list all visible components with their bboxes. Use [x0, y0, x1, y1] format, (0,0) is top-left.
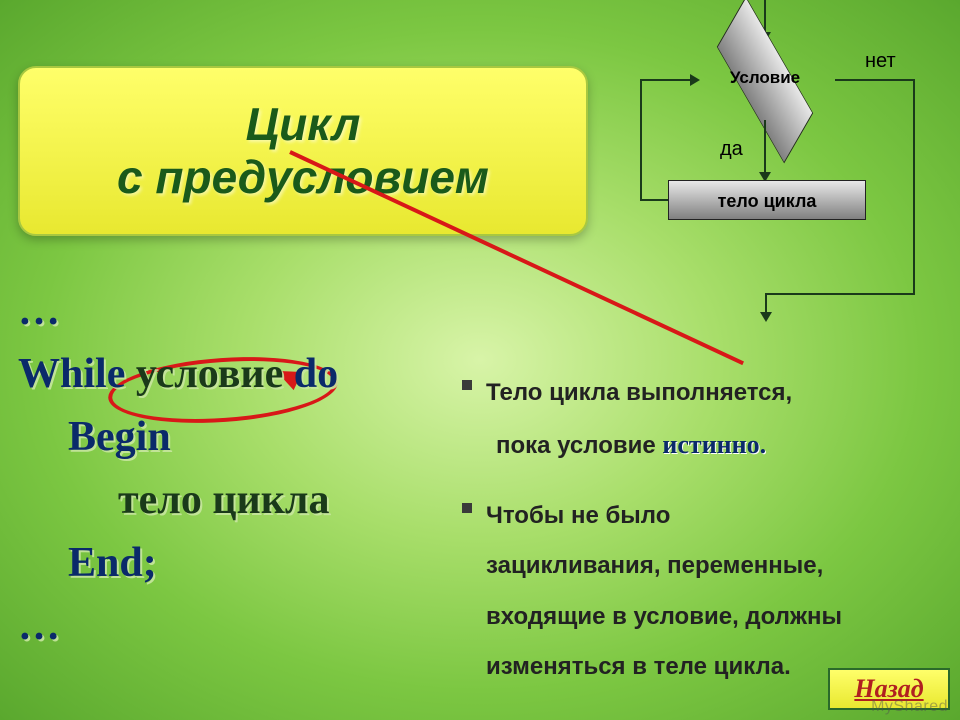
bullet-text: входящие в условие, должны [486, 603, 842, 630]
flow-line [764, 120, 766, 180]
kw-do: do [294, 351, 338, 397]
bullet-list: Тело цикла выполняется, пока условие ист… [462, 368, 940, 711]
bullet-text: пока условие [486, 432, 662, 459]
code-line: While условие do [18, 343, 338, 406]
flow-line [640, 199, 668, 201]
code-line: … [18, 280, 338, 343]
bullet-highlight: истинно. [662, 430, 766, 459]
no-label: нет [865, 50, 896, 73]
yes-label: да [720, 138, 743, 161]
loop-body-box: тело цикла [668, 180, 866, 220]
flow-line [913, 79, 915, 295]
flow-line [835, 79, 915, 81]
title-line1: Цикл [246, 98, 361, 151]
condition-label: Условие [710, 68, 820, 88]
code-line: Begin [18, 406, 338, 469]
bullet-text: зацикливания, переменные, [486, 552, 823, 579]
bullet-item: Тело цикла выполняется, пока условие ист… [462, 368, 940, 473]
arrowhead-icon [690, 74, 700, 86]
bullet-text: изменяться в теле цикла. [486, 653, 791, 680]
arrowhead-icon [760, 312, 772, 322]
flow-line [765, 293, 915, 295]
code-block: … While условие do Begin тело цикла End;… [18, 280, 338, 658]
bullet-item: Чтобы не было зацикливания, переменные, … [462, 491, 940, 693]
flowchart: Условие нет да тело цикла [610, 0, 940, 320]
code-line: тело цикла [18, 469, 338, 532]
bullet-icon [462, 503, 472, 513]
kw-cond: условие [136, 351, 294, 397]
kw-while: While [18, 351, 136, 397]
bullet-text: Тело цикла выполняется, [486, 379, 792, 406]
flow-line [640, 79, 694, 81]
code-line: End; [18, 532, 338, 595]
bullet-text: Чтобы не было [486, 502, 670, 529]
watermark: MyShared [871, 698, 948, 716]
bullet-icon [462, 380, 472, 390]
code-line: … [18, 595, 338, 658]
flow-line [640, 79, 642, 201]
title-box: Цикл с предусловием [18, 66, 588, 236]
